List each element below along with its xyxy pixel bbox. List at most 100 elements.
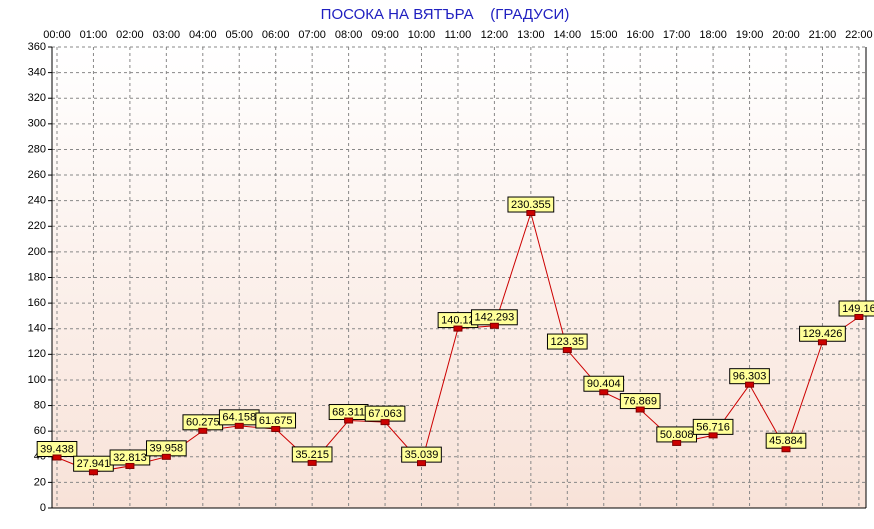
data-label-text: 39.438 (40, 443, 74, 455)
marker (854, 313, 864, 320)
data-label: 56.716 (692, 418, 734, 435)
data-label: 76.869 (619, 393, 661, 410)
marker (125, 462, 135, 469)
x-tick-label: 00:00 (43, 29, 71, 41)
y-tick-label: 240 (28, 195, 46, 207)
y-tick-label: 280 (28, 143, 46, 155)
data-label: 140.12 (437, 312, 479, 329)
data-label-text: 123.35 (550, 336, 584, 348)
data-label: 27.941 (73, 455, 114, 472)
data-label-text: 129.426 (803, 328, 843, 340)
marker (745, 381, 755, 388)
data-label: 67.063 (364, 405, 406, 422)
data-label: 68.311 (328, 404, 369, 421)
data-label: 142.293 (471, 309, 518, 326)
data-label-text: 90.404 (587, 378, 621, 390)
data-label-text: 50.808 (660, 429, 694, 441)
marker (562, 347, 572, 354)
data-label-text: 45.884 (769, 435, 803, 447)
marker (489, 322, 499, 329)
y-tick-label: 360 (28, 41, 46, 53)
chart-title: ПОСОКА НА ВЯТЪРА (ГРАДУСИ) (321, 6, 570, 23)
data-label-text: 35.039 (405, 449, 439, 461)
data-label-text: 64.158 (222, 412, 256, 424)
data-label: 90.404 (583, 375, 625, 392)
data-label: 45.884 (765, 432, 807, 449)
x-tick-label: 01:00 (80, 29, 108, 41)
marker (672, 439, 682, 446)
x-tick-label: 19:00 (736, 29, 764, 41)
data-label-text: 35.215 (295, 449, 329, 461)
x-tick-label: 05:00 (225, 29, 253, 41)
x-tick-label: 08:00 (335, 29, 363, 41)
x-tick-label: 15:00 (590, 29, 618, 41)
y-tick-label: 320 (28, 92, 46, 104)
marker (88, 469, 98, 476)
data-label: 129.426 (799, 325, 846, 342)
x-tick-label: 11:00 (445, 29, 472, 41)
data-label-text: 142.293 (475, 312, 515, 324)
data-label: 123.35 (546, 333, 588, 350)
y-tick-label: 20 (34, 476, 46, 488)
data-label: 32.813 (109, 449, 151, 466)
marker (307, 459, 317, 466)
marker (599, 389, 609, 396)
y-tick-label: 220 (28, 220, 46, 232)
y-tick-label: 160 (28, 297, 46, 309)
marker (781, 446, 791, 453)
x-tick-label: 12:00 (481, 29, 509, 41)
data-label: 50.808 (656, 426, 697, 443)
y-tick-label: 140 (28, 323, 46, 335)
data-label: 96.303 (729, 368, 770, 385)
x-tick-label: 14:00 (554, 29, 582, 41)
x-tick-label: 22:00 (845, 29, 873, 41)
x-tick-label: 13:00 (517, 29, 545, 41)
data-label-text: 140.12 (441, 314, 475, 326)
data-label-text: 76.869 (623, 395, 657, 407)
y-tick-label: 60 (34, 425, 46, 437)
data-label-text: 39.958 (150, 443, 184, 455)
y-tick-label: 180 (28, 271, 46, 283)
y-tick-label: 120 (28, 348, 46, 360)
y-tick-label: 340 (28, 67, 46, 79)
marker (198, 427, 208, 434)
data-label: 149.16 (838, 300, 874, 317)
marker (380, 419, 390, 426)
data-label-text: 149.16 (842, 303, 874, 315)
marker (708, 432, 718, 439)
data-label-text: 67.063 (368, 408, 402, 420)
y-tick-label: 200 (28, 246, 46, 258)
data-label-text: 56.716 (696, 421, 730, 433)
marker (817, 339, 827, 346)
data-label: 230.355 (507, 196, 555, 213)
marker (234, 422, 244, 429)
data-label-text: 96.303 (733, 371, 767, 383)
y-tick-label: 300 (28, 118, 46, 130)
y-tick-label: 0 (40, 502, 46, 514)
y-tick-label: 100 (28, 374, 46, 386)
data-label: 39.958 (146, 440, 187, 457)
x-tick-label: 09:00 (371, 29, 399, 41)
data-label-text: 60.275 (186, 417, 220, 429)
x-tick-label: 03:00 (153, 29, 181, 41)
marker (344, 417, 354, 424)
marker (161, 453, 171, 460)
data-label-text: 32.813 (113, 452, 147, 464)
data-label-text: 61.675 (259, 415, 293, 427)
x-tick-label: 21:00 (809, 29, 837, 41)
marker (635, 406, 645, 413)
data-label-text: 27.941 (77, 458, 111, 470)
x-tick-label: 20:00 (772, 29, 800, 41)
data-label-text: 230.355 (511, 199, 551, 211)
marker (271, 426, 281, 433)
data-label: 35.039 (401, 446, 442, 463)
x-tick-label: 02:00 (116, 29, 144, 41)
y-tick-label: 260 (28, 169, 46, 181)
x-tick-label: 06:00 (262, 29, 290, 41)
x-tick-label: 17:00 (663, 29, 691, 41)
data-label: 60.275 (182, 414, 224, 431)
x-tick-label: 04:00 (189, 29, 217, 41)
data-label: 61.675 (255, 412, 297, 429)
